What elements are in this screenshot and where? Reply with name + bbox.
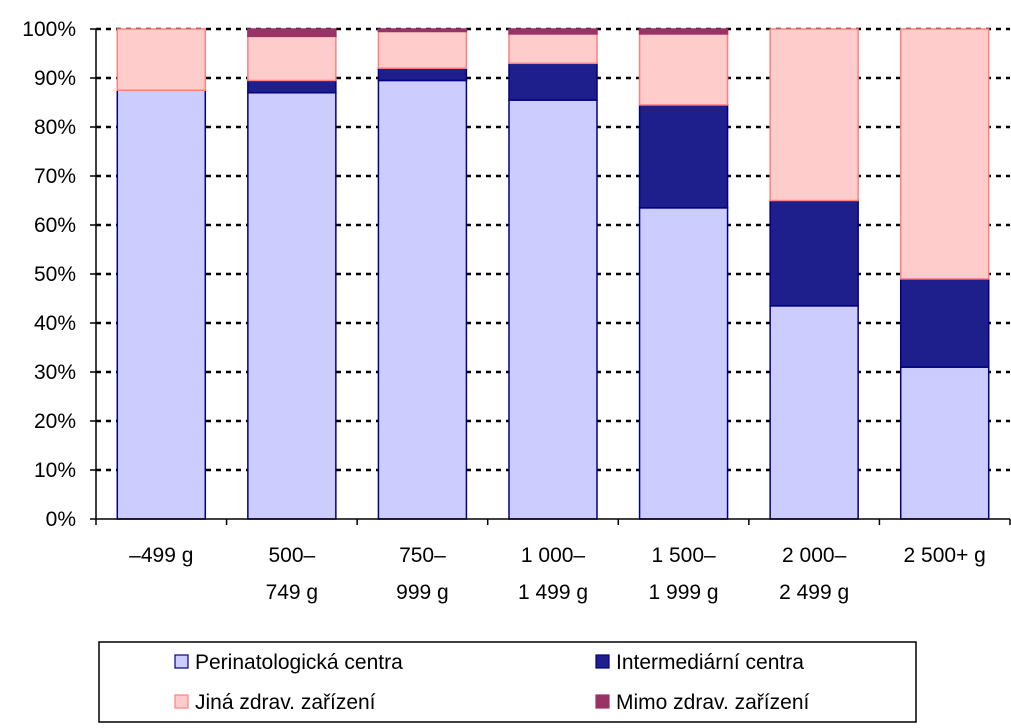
bar-segment bbox=[377, 79, 468, 520]
bar-segment bbox=[247, 79, 337, 94]
bar-segment bbox=[899, 28, 990, 280]
y-tick-label: 0% bbox=[46, 508, 76, 531]
y-tick-label: 60% bbox=[34, 214, 76, 237]
y-tick-label: 50% bbox=[34, 263, 76, 286]
legend-label: Perinatologická centra bbox=[195, 651, 403, 674]
x-tick-label: 749 g bbox=[266, 581, 319, 604]
bar-segment bbox=[247, 91, 337, 520]
bar-segment bbox=[377, 30, 468, 69]
bar-segment bbox=[247, 35, 337, 82]
legend-label: Intermediární centra bbox=[616, 651, 804, 674]
legend-swatch bbox=[174, 694, 189, 709]
axes bbox=[90, 28, 1011, 525]
x-tick-label: –499 g bbox=[129, 544, 193, 567]
bar-segment bbox=[508, 62, 598, 101]
bar-segment bbox=[638, 207, 729, 520]
y-tick-label: 80% bbox=[34, 116, 76, 139]
y-tick-label: 100% bbox=[22, 18, 76, 41]
bar-segment bbox=[769, 28, 859, 202]
x-tick-label: 500– bbox=[268, 544, 315, 567]
x-tick-label: 2 499 g bbox=[779, 581, 849, 604]
bar-segment bbox=[116, 28, 207, 91]
legend-swatch bbox=[174, 654, 189, 669]
legend-label: Jiná zdrav. zařízení bbox=[195, 691, 376, 714]
bar-segment bbox=[638, 33, 729, 106]
bar-segment bbox=[638, 28, 729, 35]
legend-label: Mimo zdrav. zařízení bbox=[616, 691, 809, 714]
x-tick-label: 999 g bbox=[396, 581, 449, 604]
x-tick-label: 1 999 g bbox=[649, 581, 719, 604]
legend: Perinatologická centra Intermediární cent… bbox=[98, 641, 917, 723]
bar-segment bbox=[638, 104, 729, 209]
x-tick-label: 1 499 g bbox=[518, 581, 588, 604]
bar-segment bbox=[769, 199, 859, 307]
y-tick-label: 90% bbox=[34, 67, 76, 90]
x-tick-label: 2 500+ g bbox=[904, 544, 986, 567]
bar-segment bbox=[247, 28, 337, 38]
bar-segment bbox=[899, 278, 990, 368]
y-tick-label: 70% bbox=[34, 165, 76, 188]
bar-segment bbox=[377, 28, 468, 33]
bar-segment bbox=[899, 366, 990, 520]
legend-box bbox=[98, 641, 917, 723]
x-tick-label: 750– bbox=[399, 544, 446, 567]
legend-swatch bbox=[595, 694, 610, 709]
bar-segment bbox=[769, 305, 859, 520]
x-tick-labels: –499 g 500– 749 g 750– 999 g 1 000– 1 499 g 1 5… bbox=[129, 544, 986, 604]
x-tick-label: 2 000– bbox=[782, 544, 847, 567]
y-tick-label: 10% bbox=[34, 459, 76, 482]
bars bbox=[116, 28, 990, 520]
y-tick-labels: 0% 10% 20% 30% 40% 50% 60% 70% 80% 90% 100% bbox=[22, 18, 76, 531]
y-tick-label: 30% bbox=[34, 361, 76, 384]
bar-segment bbox=[508, 99, 598, 520]
legend-swatch bbox=[595, 654, 610, 669]
x-tick-label: 1 000– bbox=[521, 544, 586, 567]
x-tick-label: 1 500– bbox=[651, 544, 716, 567]
y-tick-label: 20% bbox=[34, 410, 76, 433]
bar-segment bbox=[508, 33, 598, 65]
y-tick-label: 40% bbox=[34, 312, 76, 335]
bar-segment bbox=[508, 28, 598, 35]
bar-segment bbox=[116, 89, 207, 520]
bar-segment bbox=[377, 67, 468, 82]
